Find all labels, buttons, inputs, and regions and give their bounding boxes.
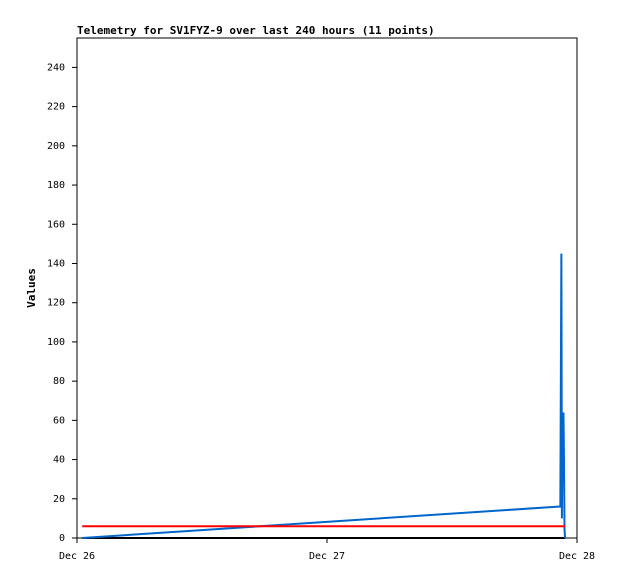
- y-tick-label: 0: [59, 533, 65, 544]
- y-tick-label: 80: [53, 376, 65, 387]
- y-tick-label: 160: [47, 219, 65, 230]
- x-tick-label: Dec 27: [309, 551, 345, 562]
- y-tick-label: 140: [47, 258, 65, 269]
- y-tick-label: 60: [53, 415, 65, 426]
- y-tick-label: 180: [47, 180, 65, 191]
- y-tick-label: 200: [47, 141, 65, 152]
- y-tick-label: 40: [53, 455, 65, 466]
- y-tick-label: 240: [47, 62, 65, 73]
- x-tick-label: Dec 26: [59, 551, 95, 562]
- data-line: [82, 253, 567, 539]
- y-axis-label: Values: [25, 268, 38, 308]
- x-tick-label: Dec 28: [559, 551, 595, 562]
- plot-frame: [76, 37, 578, 539]
- y-tick-label: 100: [47, 337, 65, 348]
- chart-title: Telemetry for SV1FYZ-9 over last 240 hou…: [77, 24, 435, 37]
- y-tick-label: 20: [53, 494, 65, 505]
- y-tick-label: 220: [47, 102, 65, 113]
- y-tick-label: 120: [47, 298, 65, 309]
